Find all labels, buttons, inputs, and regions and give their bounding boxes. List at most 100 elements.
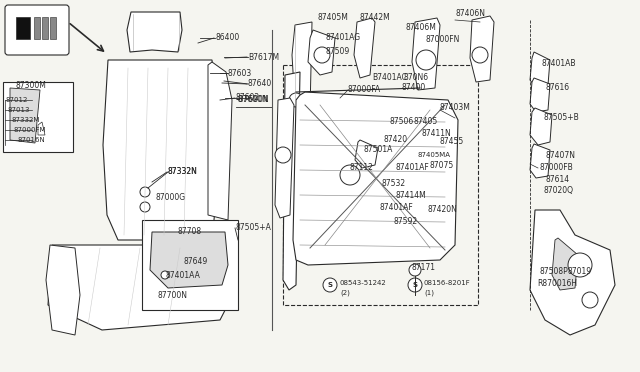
Circle shape bbox=[140, 202, 150, 212]
Text: 87405M: 87405M bbox=[318, 13, 349, 22]
Text: 87403M: 87403M bbox=[440, 103, 471, 112]
Text: 87509: 87509 bbox=[325, 48, 349, 57]
Text: 87649: 87649 bbox=[183, 257, 207, 266]
Text: 87012: 87012 bbox=[5, 97, 28, 103]
Text: 87501A: 87501A bbox=[363, 145, 392, 154]
Text: 87013: 87013 bbox=[8, 107, 31, 113]
Text: 87401AA: 87401AA bbox=[165, 270, 200, 279]
Circle shape bbox=[416, 50, 436, 70]
Polygon shape bbox=[103, 60, 220, 240]
Text: 87505+B: 87505+B bbox=[544, 113, 580, 122]
Text: 87020Q: 87020Q bbox=[543, 186, 573, 196]
Circle shape bbox=[161, 271, 169, 279]
Polygon shape bbox=[530, 210, 615, 335]
Text: 870N6: 870N6 bbox=[403, 73, 428, 81]
Text: 87401AB: 87401AB bbox=[541, 60, 575, 68]
Text: 87401AG: 87401AG bbox=[325, 33, 360, 42]
Circle shape bbox=[323, 278, 337, 292]
Text: 87300M: 87300M bbox=[15, 80, 46, 90]
Text: 87603: 87603 bbox=[228, 68, 252, 77]
Text: 87016N: 87016N bbox=[17, 137, 45, 143]
Polygon shape bbox=[283, 72, 300, 290]
Polygon shape bbox=[308, 30, 335, 75]
Circle shape bbox=[340, 165, 360, 185]
Polygon shape bbox=[552, 238, 578, 290]
Bar bbox=[3, 82, 73, 152]
Polygon shape bbox=[208, 62, 232, 220]
Text: S: S bbox=[328, 282, 333, 288]
Circle shape bbox=[409, 264, 421, 276]
Text: S: S bbox=[413, 282, 417, 288]
Polygon shape bbox=[10, 88, 40, 143]
Bar bbox=[42, 17, 48, 39]
Circle shape bbox=[289, 93, 303, 107]
Text: 87411N: 87411N bbox=[421, 128, 451, 138]
Text: 87171: 87171 bbox=[412, 263, 436, 273]
Text: R870016H: R870016H bbox=[537, 279, 577, 289]
Polygon shape bbox=[412, 18, 440, 90]
Text: 87602: 87602 bbox=[236, 93, 260, 103]
Polygon shape bbox=[470, 16, 494, 82]
Text: (2): (2) bbox=[340, 290, 350, 296]
Text: 87000FA: 87000FA bbox=[348, 86, 381, 94]
Polygon shape bbox=[127, 12, 182, 52]
Text: 87401AF: 87401AF bbox=[396, 163, 429, 171]
Text: 87700N: 87700N bbox=[158, 291, 188, 299]
Text: B7401AC: B7401AC bbox=[372, 73, 407, 81]
Text: 87000G: 87000G bbox=[155, 193, 185, 202]
Text: 87332N: 87332N bbox=[168, 167, 198, 176]
Bar bbox=[16, 17, 30, 39]
Text: 86400: 86400 bbox=[215, 33, 239, 42]
Polygon shape bbox=[530, 108, 552, 145]
Text: 87508P: 87508P bbox=[539, 267, 568, 276]
Circle shape bbox=[582, 292, 598, 308]
Polygon shape bbox=[354, 18, 375, 78]
Text: 87401AF: 87401AF bbox=[379, 203, 413, 212]
Polygon shape bbox=[48, 245, 238, 330]
Text: (1): (1) bbox=[424, 290, 434, 296]
Polygon shape bbox=[38, 122, 45, 135]
Text: 87406N: 87406N bbox=[455, 10, 485, 19]
Circle shape bbox=[275, 147, 291, 163]
Text: 87407N: 87407N bbox=[546, 151, 576, 160]
Text: 08543-51242: 08543-51242 bbox=[340, 280, 387, 286]
Text: 87332N: 87332N bbox=[168, 167, 198, 176]
Polygon shape bbox=[292, 22, 312, 115]
Text: 87075: 87075 bbox=[430, 160, 454, 170]
Text: 87019: 87019 bbox=[567, 267, 591, 276]
Polygon shape bbox=[275, 98, 294, 218]
Text: 87614: 87614 bbox=[546, 174, 570, 183]
Text: 87420N: 87420N bbox=[428, 205, 458, 214]
Bar bbox=[283, 65, 478, 305]
Text: 87332M: 87332M bbox=[11, 117, 40, 123]
Text: 87000FM: 87000FM bbox=[14, 127, 47, 133]
Text: -87600N: -87600N bbox=[236, 96, 269, 105]
Bar bbox=[50, 17, 56, 39]
Text: 87532: 87532 bbox=[381, 180, 405, 189]
Text: 87414M: 87414M bbox=[396, 192, 427, 201]
Bar bbox=[142, 220, 238, 310]
Text: 87616: 87616 bbox=[546, 83, 570, 93]
Text: 87400: 87400 bbox=[402, 83, 426, 93]
Text: 87000FN: 87000FN bbox=[425, 35, 460, 45]
Polygon shape bbox=[355, 140, 378, 168]
Polygon shape bbox=[530, 52, 550, 88]
Text: 87592: 87592 bbox=[394, 218, 418, 227]
Text: 87708: 87708 bbox=[177, 227, 201, 235]
Text: 87420: 87420 bbox=[383, 135, 407, 144]
Text: -87600N: -87600N bbox=[237, 96, 269, 105]
Text: B7617M: B7617M bbox=[248, 52, 279, 61]
Circle shape bbox=[568, 253, 592, 277]
Polygon shape bbox=[530, 78, 550, 112]
Text: 87640: 87640 bbox=[248, 80, 272, 89]
FancyBboxPatch shape bbox=[5, 5, 69, 55]
Bar bbox=[34, 17, 40, 39]
Text: 08156-8201F: 08156-8201F bbox=[424, 280, 471, 286]
Text: 87405: 87405 bbox=[413, 118, 437, 126]
Text: 87506: 87506 bbox=[390, 118, 414, 126]
Text: 87442M: 87442M bbox=[360, 13, 391, 22]
Circle shape bbox=[314, 47, 330, 63]
Text: 87000FB: 87000FB bbox=[539, 164, 573, 173]
Text: 87405MA: 87405MA bbox=[417, 152, 450, 158]
Text: 87505+A: 87505+A bbox=[235, 224, 271, 232]
